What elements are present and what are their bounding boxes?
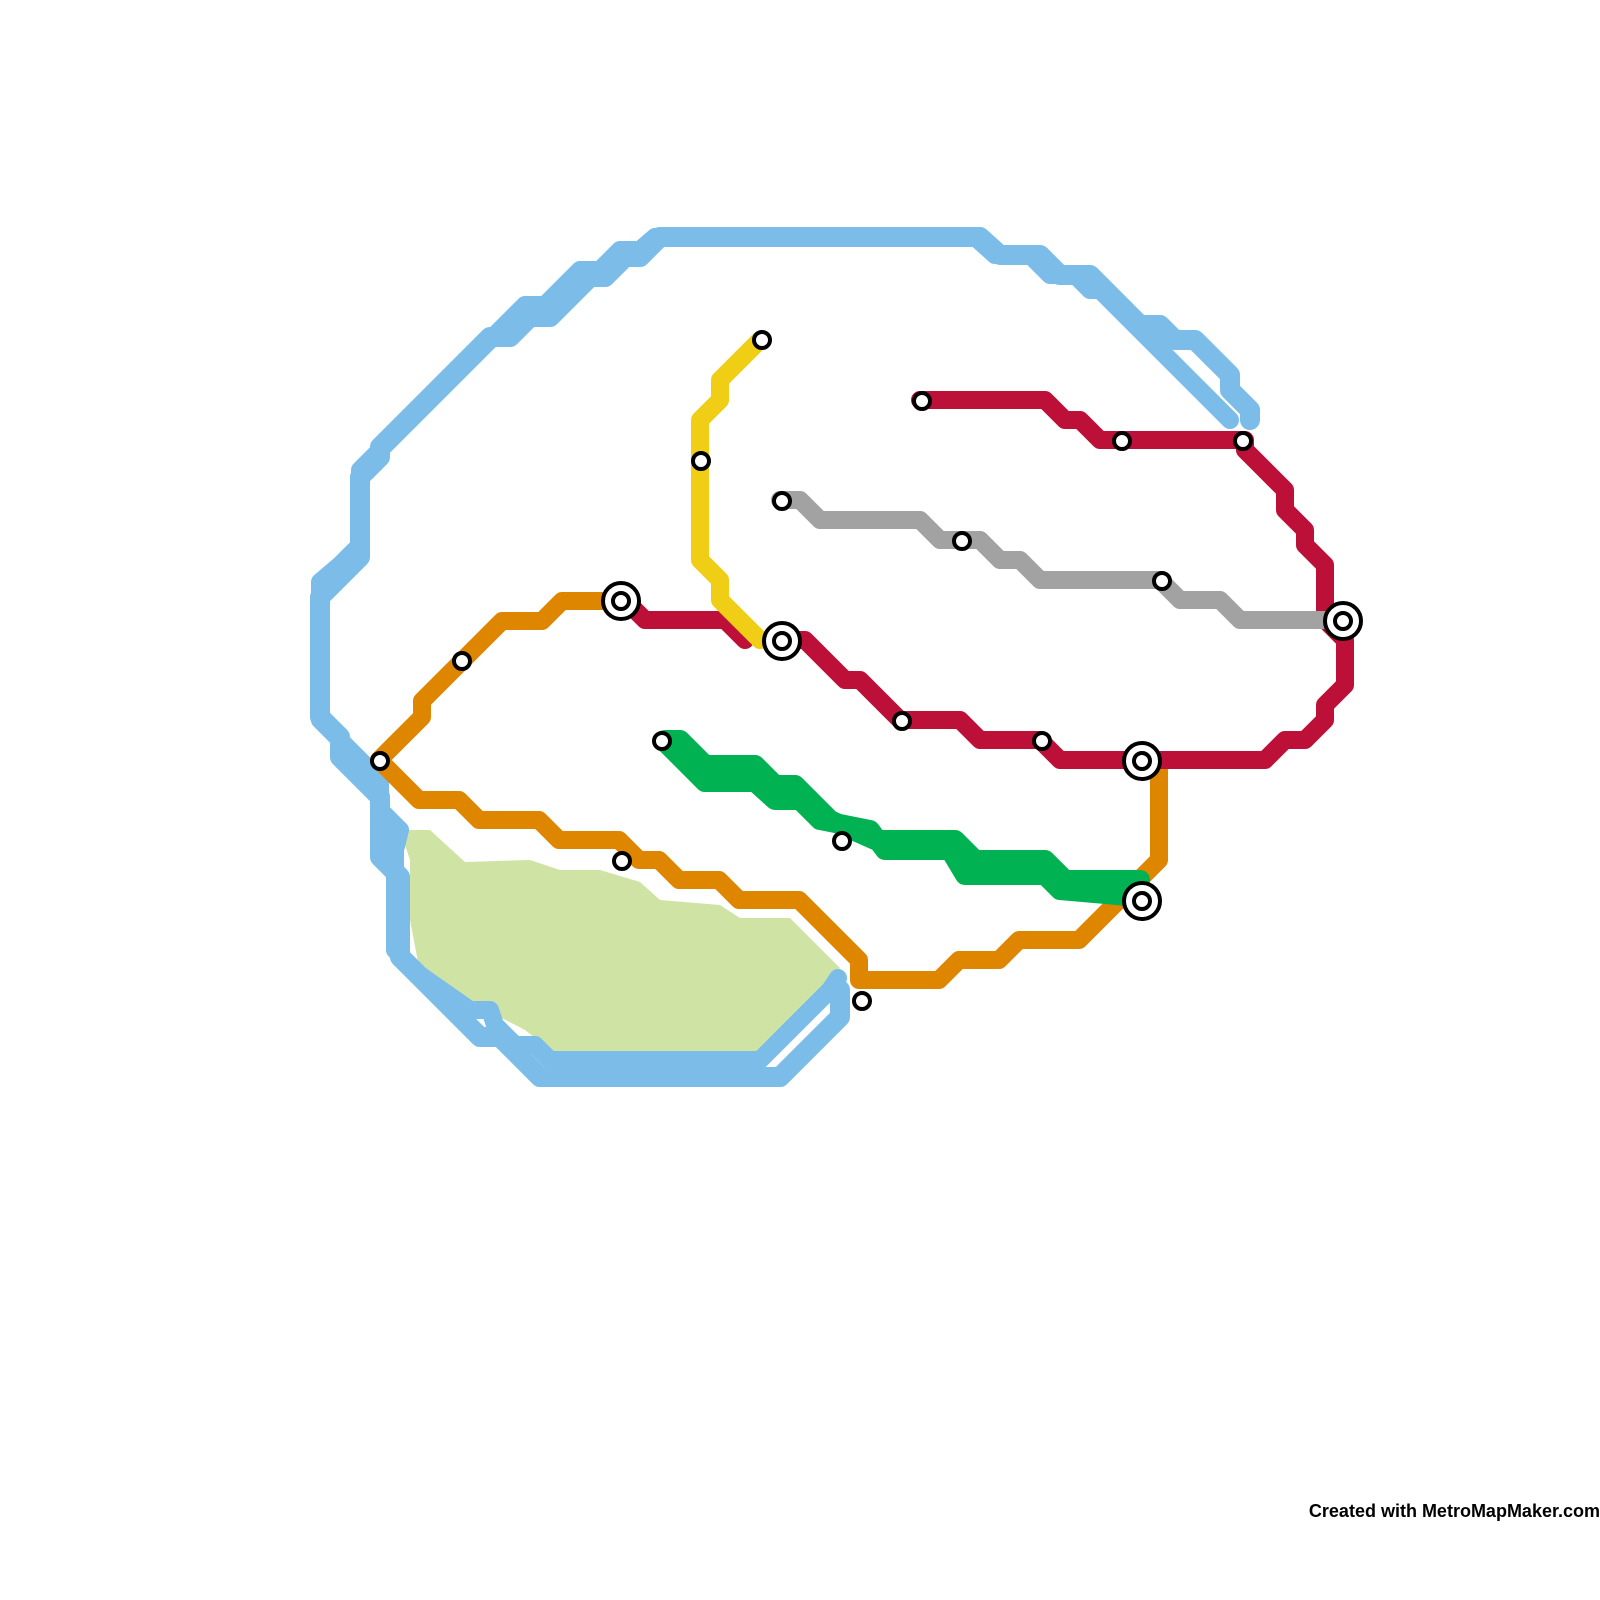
interchange-station[interactable] <box>1323 601 1363 641</box>
line-yellow <box>691 331 769 649</box>
line-red <box>616 391 1354 769</box>
green-district-area <box>400 830 840 1058</box>
station-marker[interactable] <box>1032 731 1052 751</box>
interchange-station[interactable] <box>1122 741 1162 781</box>
yellow-line-path <box>691 331 769 649</box>
station-marker[interactable] <box>691 451 711 471</box>
station-marker[interactable] <box>752 330 772 350</box>
green-line-path-inner <box>655 732 1150 907</box>
interchange-station[interactable] <box>601 581 641 621</box>
station-marker[interactable] <box>832 831 852 851</box>
stations-interchange <box>601 581 1363 921</box>
light-blue-line-inner <box>311 228 1239 1069</box>
station-marker[interactable] <box>652 731 672 751</box>
station-marker[interactable] <box>370 751 390 771</box>
station-marker[interactable] <box>952 531 972 551</box>
station-marker[interactable] <box>612 851 632 871</box>
line-light-blue <box>310 227 1260 1087</box>
station-marker[interactable] <box>1233 431 1253 451</box>
line-gray <box>771 491 1334 629</box>
gray-line-path <box>771 491 1334 629</box>
interchange-station[interactable] <box>762 621 802 661</box>
line-green <box>655 730 1150 907</box>
stations-simple <box>370 330 1253 1011</box>
line-orange <box>370 592 1168 989</box>
station-marker[interactable] <box>1152 571 1172 591</box>
interchange-station[interactable] <box>1122 881 1162 921</box>
station-marker[interactable] <box>772 491 792 511</box>
orange-line-path <box>370 592 1168 989</box>
station-marker[interactable] <box>852 991 872 1011</box>
station-marker[interactable] <box>452 651 472 671</box>
station-marker[interactable] <box>912 391 932 411</box>
station-marker[interactable] <box>892 711 912 731</box>
station-marker[interactable] <box>1112 431 1132 451</box>
credit-text: Created with MetroMapMaker.com <box>1308 1501 1600 1521</box>
red-line-segment-main <box>776 391 1354 769</box>
